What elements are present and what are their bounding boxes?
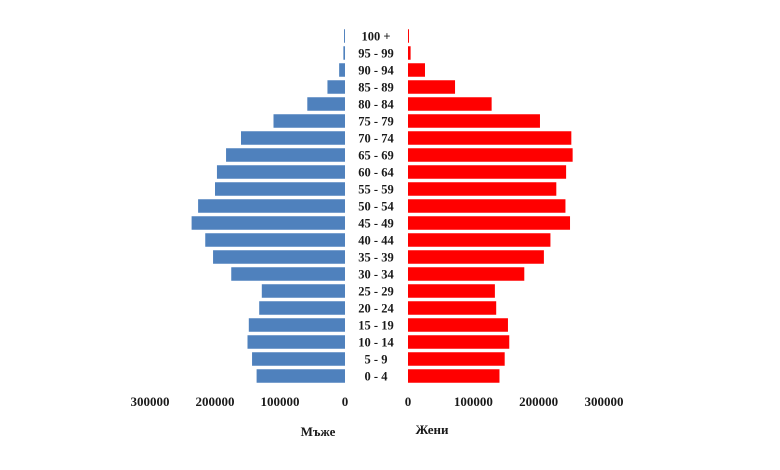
male-bar-40-44 bbox=[205, 233, 345, 247]
age-label-35-39: 35 - 39 bbox=[358, 251, 393, 265]
age-label-60-64: 60 - 64 bbox=[358, 166, 394, 180]
age-label-5-9: 5 - 9 bbox=[365, 353, 388, 367]
age-label-70-74: 70 - 74 bbox=[358, 132, 394, 146]
male-tick-label: 0 bbox=[342, 394, 349, 409]
female-bar-75-79 bbox=[408, 114, 540, 128]
female-bar-80-84 bbox=[408, 97, 492, 111]
male-bar-70-74 bbox=[241, 131, 345, 145]
female-bar-50-54 bbox=[408, 199, 566, 213]
age-label-95-99: 95 - 99 bbox=[358, 47, 393, 61]
male-bar-95-99 bbox=[343, 46, 346, 60]
female-bar-45-49 bbox=[408, 216, 571, 230]
age-label-85-89: 85 - 89 bbox=[358, 81, 393, 95]
age-label-45-49: 45 - 49 bbox=[358, 217, 393, 231]
age-group-labels: 0 - 4 5 - 9 10 - 14 15 - 19 20 - 24 25 - 29 30… bbox=[358, 30, 394, 384]
age-label-20-24: 20 - 24 bbox=[358, 302, 394, 316]
male-tick-label: 300000 bbox=[131, 394, 170, 409]
female-bar-25-29 bbox=[408, 284, 495, 298]
male-bar-20-24 bbox=[259, 301, 345, 315]
male-bar-10-14 bbox=[247, 335, 345, 349]
age-label-25-29: 25 - 29 bbox=[358, 285, 393, 299]
male-bar-25-29 bbox=[261, 284, 345, 298]
age-label-40-44: 40 - 44 bbox=[358, 234, 394, 248]
female-bar-15-19 bbox=[408, 318, 508, 332]
male-bar-60-64 bbox=[216, 165, 345, 179]
female-bar-10-14 bbox=[408, 335, 510, 349]
female-bar-85-89 bbox=[408, 80, 456, 94]
female-tick-label: 200000 bbox=[519, 394, 558, 409]
male-bar-85-89 bbox=[327, 80, 345, 94]
age-label-100plus: 100 + bbox=[362, 30, 391, 44]
age-label-50-54: 50 - 54 bbox=[358, 200, 394, 214]
age-label-65-69: 65 - 69 bbox=[358, 149, 393, 163]
female-bar-30-34 bbox=[408, 267, 525, 281]
female-bar-20-24 bbox=[408, 301, 497, 315]
male-bar-0-4 bbox=[256, 369, 345, 383]
age-label-90-94: 90 - 94 bbox=[358, 64, 394, 78]
male-bar-35-39 bbox=[213, 250, 345, 264]
female-tick-label: 300000 bbox=[585, 394, 624, 409]
female-bar-5-9 bbox=[408, 352, 505, 366]
age-label-80-84: 80 - 84 bbox=[358, 98, 394, 112]
female-bar-55-59 bbox=[408, 182, 557, 196]
male-bar-65-69 bbox=[226, 148, 345, 162]
age-label-10-14: 10 - 14 bbox=[358, 336, 394, 350]
male-bars bbox=[191, 29, 346, 383]
female-tick-label: 100000 bbox=[454, 394, 493, 409]
female-bar-70-74 bbox=[408, 131, 572, 145]
female-bar-35-39 bbox=[408, 250, 544, 264]
male-bar-75-79 bbox=[273, 114, 345, 128]
female-bar-0-4 bbox=[408, 369, 500, 383]
female-axis-title: Жени bbox=[416, 422, 449, 437]
male-bar-5-9 bbox=[252, 352, 345, 366]
age-label-30-34: 30 - 34 bbox=[358, 268, 394, 282]
female-tick-label: 0 bbox=[405, 394, 412, 409]
female-bars bbox=[408, 29, 573, 383]
age-label-75-79: 75 - 79 bbox=[358, 115, 393, 129]
male-axis-ticks: 300000 200000 100000 0 bbox=[131, 394, 349, 409]
male-tick-label: 100000 bbox=[261, 394, 300, 409]
male-bar-15-19 bbox=[248, 318, 345, 332]
female-bar-90-94 bbox=[408, 63, 425, 77]
male-bar-30-34 bbox=[231, 267, 345, 281]
female-bar-100plus bbox=[408, 29, 409, 43]
age-label-15-19: 15 - 19 bbox=[358, 319, 393, 333]
male-bar-80-84 bbox=[307, 97, 345, 111]
female-bar-60-64 bbox=[408, 165, 567, 179]
age-label-0-4: 0 - 4 bbox=[365, 370, 389, 384]
female-axis-ticks: 0 100000 200000 300000 bbox=[405, 394, 624, 409]
male-bar-50-54 bbox=[198, 199, 345, 213]
female-bar-95-99 bbox=[408, 46, 411, 60]
male-bar-55-59 bbox=[215, 182, 345, 196]
male-tick-label: 200000 bbox=[196, 394, 235, 409]
male-bar-90-94 bbox=[339, 63, 345, 77]
age-label-55-59: 55 - 59 bbox=[358, 183, 393, 197]
female-bar-40-44 bbox=[408, 233, 551, 247]
male-axis-title: Мъже bbox=[301, 424, 336, 439]
male-bar-100plus bbox=[344, 29, 345, 43]
female-bar-65-69 bbox=[408, 148, 573, 162]
male-bar-45-49 bbox=[191, 216, 345, 230]
